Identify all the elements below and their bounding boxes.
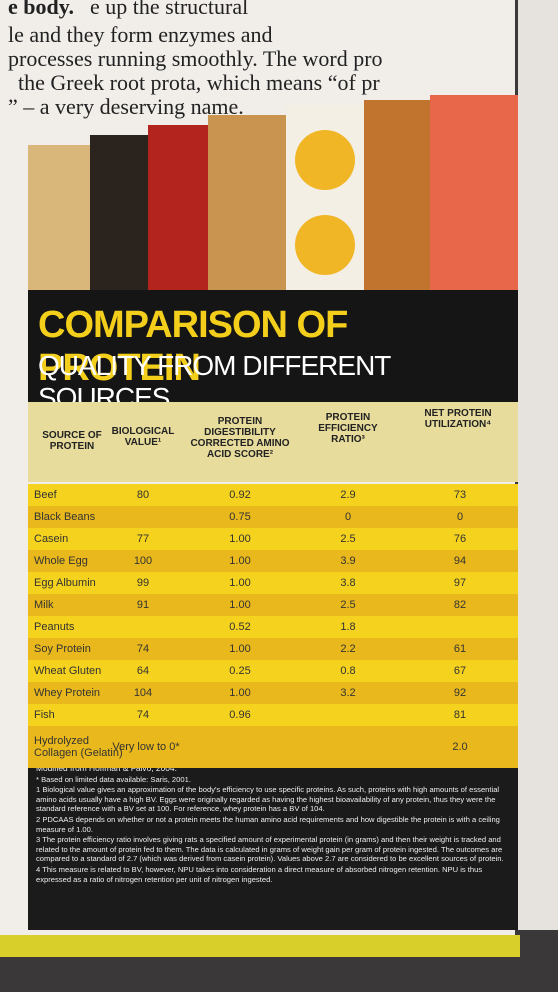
source-name: Fish	[34, 709, 55, 721]
salmon	[430, 95, 518, 305]
table-cell: 73	[453, 489, 467, 501]
table-cell: 77	[136, 533, 150, 545]
chickpeas	[364, 100, 430, 305]
table-cell: 82	[453, 599, 467, 611]
footnote: Modified from Hoffman & Falvo, 2004.	[36, 763, 177, 773]
table-cell: 1.00	[229, 643, 251, 655]
table-cell: 61	[453, 643, 467, 655]
table-row: Casein 77 1.00 2.5 76	[28, 528, 518, 550]
table-cell: 0.52	[229, 621, 251, 633]
source-name: Soy Protein	[34, 643, 91, 655]
wheat	[28, 145, 90, 305]
table-subtitle: QUALITY FROM DIFFERENT SOURCES	[38, 350, 391, 413]
table-cell: 0.75	[229, 511, 251, 523]
table-cell: 76	[453, 533, 467, 545]
source-name: Egg Albumin	[34, 577, 96, 589]
table-cell: 3.2	[340, 687, 356, 699]
table-row: Wheat Gluten 64 0.25 0.8 67	[28, 660, 518, 682]
source-name: Black Beans	[34, 511, 96, 523]
table-row: Peanuts 0.52 1.8	[28, 616, 518, 638]
table-cell: 1.00	[229, 687, 251, 699]
table-cell: 80	[136, 489, 150, 501]
table-cell: 94	[453, 555, 467, 567]
table-cell: 97	[453, 577, 467, 589]
table-row: Black Beans 0.75 0 0	[28, 506, 518, 528]
footnote: * Based on limited data available: Saris…	[36, 774, 191, 784]
article-line: le and they form enzymes and	[8, 22, 273, 47]
column-header-band: SOURCE OF PROTEIN BIOLOGICAL VALUE¹ PROT…	[28, 402, 518, 482]
column-header: PROTEIN EFFICIENCY RATIO³	[318, 412, 378, 445]
table-cell: 2.9	[340, 489, 356, 501]
source-name: Casein	[34, 533, 69, 545]
table-row: Whey Protein 104 1.00 3.2 92	[28, 682, 518, 704]
table-row: Whole Egg 100 1.00 3.9 94	[28, 550, 518, 572]
table-cell: 100	[133, 555, 153, 567]
table-cell: 1.00	[229, 577, 251, 589]
table-cell: 2.0	[452, 741, 468, 753]
column-header: BIOLOGICAL VALUE¹	[111, 426, 175, 448]
table-cell: 1.00	[229, 533, 251, 545]
source-name: Hydrolyzed Collagen (Gelatin)	[34, 735, 123, 759]
peanuts	[208, 115, 286, 305]
table-row: Fish 74 0.96 81	[28, 704, 518, 726]
table-cell: 1.00	[229, 555, 251, 567]
table-row: Beef 80 0.92 2.9 73	[28, 484, 518, 506]
table-cell: 3.8	[340, 577, 356, 589]
food-photo-strip	[28, 95, 518, 305]
table-cell: 74	[136, 709, 150, 721]
table-cell: 1.00	[229, 599, 251, 611]
footnote: 4 This measure is related to BV, however…	[36, 864, 483, 884]
title-band: COMPARISON OF PROTEIN QUALITY FROM DIFFE…	[28, 290, 518, 413]
footnote: 1 Biological value gives an approximatio…	[36, 785, 500, 814]
table-cell: 3.9	[340, 555, 356, 567]
table-cell: 1.8	[340, 621, 356, 633]
table-cell: 0	[456, 511, 464, 523]
table-cell: 0	[344, 511, 352, 523]
footnotes: Modified from Hoffman & Falvo, 2004. * Ba…	[28, 758, 518, 930]
article-line: ” – a very deserving name.	[8, 94, 244, 119]
table-cell: 92	[453, 687, 467, 699]
source-name: Peanuts	[34, 621, 75, 633]
source-name: Whole Egg	[34, 555, 88, 567]
footnote: 3 The protein efficiency ratio involves …	[36, 835, 504, 864]
article-line: e body.	[8, 0, 75, 19]
table-row: Egg Albumin 99 1.00 3.8 97	[28, 572, 518, 594]
table-cell: 64	[136, 665, 150, 677]
table-cell: 0.96	[229, 709, 251, 721]
table-cell: Very low to 0*	[112, 741, 180, 753]
next-page-edge	[518, 0, 558, 930]
source-name: Whey Protein	[34, 687, 101, 699]
table-cell: 0.25	[229, 665, 251, 677]
black-beans	[90, 135, 148, 305]
table-cell: 67	[453, 665, 467, 677]
table-cell: 91	[136, 599, 150, 611]
source-name: Wheat Gluten	[34, 665, 102, 677]
table-cell: 81	[453, 709, 467, 721]
article-line: processes running smoothly. The word pro	[8, 46, 383, 71]
table-cell: 0.92	[229, 489, 251, 501]
source-name: Milk	[34, 599, 54, 611]
table-cell: 74	[136, 643, 150, 655]
table-cell: 2.5	[340, 599, 356, 611]
column-header: PROTEIN DIGESTIBILITY CORRECTED AMINO AC…	[190, 416, 290, 460]
column-header: SOURCE OF PROTEIN	[42, 430, 102, 452]
table-cell: 2.2	[340, 643, 356, 655]
table-cell: 2.5	[340, 533, 356, 545]
bottom-stripe	[0, 935, 520, 957]
column-header: NET PROTEIN UTILIZATION⁴	[424, 408, 492, 430]
table-cell: 104	[133, 687, 153, 699]
table-row: Milk 91 1.00 2.5 82	[28, 594, 518, 616]
table-row: Soy Protein 74 1.00 2.2 61	[28, 638, 518, 660]
table-title: COMPARISON OF PROTEIN	[38, 304, 348, 389]
source-name: Beef	[34, 489, 57, 501]
table-cell: 0.8	[340, 665, 356, 677]
table-cell: 99	[136, 577, 150, 589]
table-row: Hydrolyzed Collagen (Gelatin) Very low to…	[28, 726, 518, 768]
article-line: the Greek root prota, which means “of pr	[18, 70, 380, 95]
article-line: e up the structural	[90, 0, 249, 19]
beef	[148, 125, 208, 305]
footnote: 2 PDCAAS depends on whether or not a pro…	[36, 814, 500, 834]
